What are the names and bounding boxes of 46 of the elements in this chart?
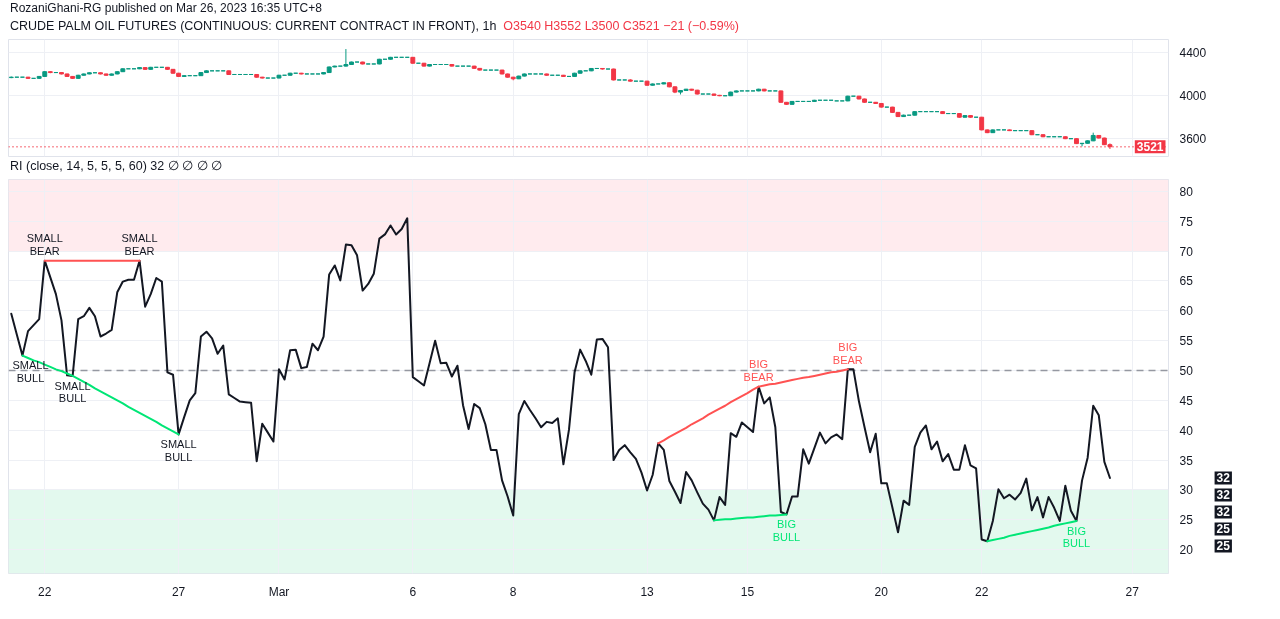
x-tick-label: 6 [409,584,417,599]
y-tick-label: 65 [1179,274,1194,289]
x-tick-label: 8 [509,584,517,599]
text: RozaniGhani-RG published on Mar 26, 2023 16:35 UTC+8 [10,0,323,17]
y-tick-label: 40 [1179,423,1194,438]
x-tick-label: 27 [1125,584,1140,599]
y-tick-label: 70 [1179,244,1194,259]
y-tick-label: 50 [1179,364,1194,379]
data-label: BIG BULL [1062,524,1091,550]
y-tick-label: 4400 [1179,45,1207,60]
x-tick-label: 15 [740,584,755,599]
x-tick-label: 20 [874,584,889,599]
line-series [657,368,849,445]
x-tick-label: 22 [975,584,989,599]
y-tick-label: 60 [1179,304,1194,319]
text: 32 [1216,488,1231,503]
x-tick-label: 27 [171,584,186,599]
ref-line-label: 3521 [1136,140,1164,155]
text: 25 [1216,522,1231,537]
y-tick-label: 4000 [1179,88,1207,103]
y-tick-label: 55 [1179,334,1194,349]
data-label: SMALL BULL [12,359,49,385]
data-label: SMALL BULL [160,438,197,463]
data-label: SMALL BEAR [26,232,63,257]
y-tick-label: 75 [1179,214,1194,229]
text: 32 [1216,505,1231,520]
x-tick-label: 13 [640,584,655,599]
x-tick-label: 22 [38,584,52,599]
y-tick-label: 45 [1179,393,1194,408]
data-label: SMALL BULL [54,379,91,405]
y-tick-label: 3600 [1179,131,1207,146]
y-tick-label: 20 [1179,543,1194,558]
data-label: SMALL BEAR [121,232,158,257]
x-tick-label: Mar [268,584,290,599]
y-tick-label: 80 [1179,184,1194,199]
text: 25 [1216,539,1231,554]
chart-title: RI (close, 14, 5, 5, 5, 60) 32 ∅ ∅ ∅ ∅ [10,159,223,173]
text: 32 [1216,471,1231,486]
y-tick-label: 25 [1179,513,1194,528]
y-tick-label: 35 [1179,453,1194,468]
chart-title: CRUDE PALM OIL FUTURES (CONTINUOUS: CURRENT CONTRACT IN FRONT), 1h [10,19,497,33]
data-label: BIG BEAR [743,358,774,383]
y-tick-label: 30 [1179,483,1194,498]
data-label: BIG BULL [772,518,801,543]
data-label: BIG BEAR [832,340,863,366]
chart-subtitle: O3540 H3552 L3500 C3521 −21 (−0.59%) [503,19,739,33]
